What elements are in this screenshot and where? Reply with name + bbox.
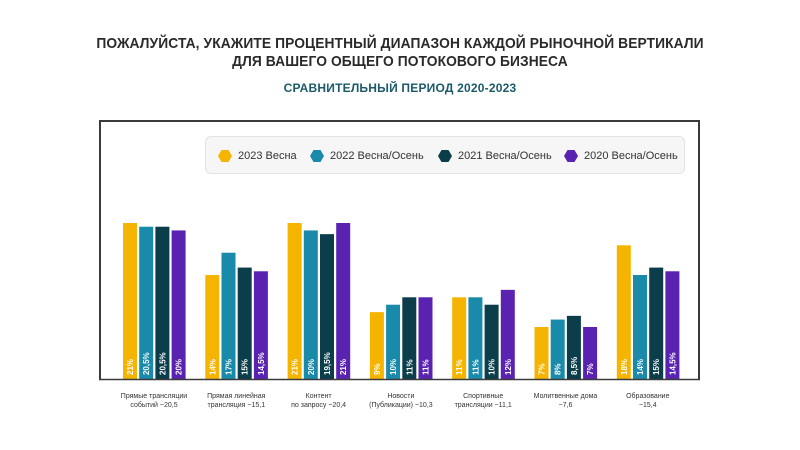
bar-label-5-3: 7%: [586, 363, 595, 375]
legend-swatch-2022: [310, 150, 324, 162]
bar-label-0-1: 20,5%: [142, 352, 151, 375]
bar-label-2-1: 20%: [307, 359, 316, 375]
bar-0-0: [123, 223, 137, 379]
bar-2-3: [336, 223, 351, 379]
legend-item-2022: 2022 Весна/Осень: [310, 137, 424, 175]
bar-label-4-1: 11%: [471, 359, 480, 375]
legend-swatch-2023: [218, 150, 232, 162]
bar-0-3: [171, 230, 186, 379]
chart-frame: [99, 120, 700, 379]
bar-4-3: [500, 289, 515, 379]
bar-2-1: [303, 230, 318, 379]
bar-label-1-1: 17%: [225, 359, 234, 375]
bar-label-1-3: 14,5%: [257, 352, 266, 375]
bar-3-2: [402, 297, 417, 379]
bar-4-2: [484, 304, 499, 379]
x-category-label-1: Прямая линейная трансляция ~15,1: [207, 393, 266, 409]
x-category-label-5: Молитвенные дома ~7,6: [533, 393, 598, 409]
bar-label-4-2: 10%: [488, 359, 497, 375]
bar-1-1: [221, 252, 236, 379]
legend-label-2022: 2022 Весна/Осень: [330, 150, 424, 162]
legend-item-2020: 2020 Весна/Осень: [564, 137, 678, 175]
bar-label-5-2: 8,5%: [570, 357, 579, 375]
bar-2-0: [287, 223, 302, 379]
bar-4-1: [468, 297, 483, 379]
bar-5-0: [534, 327, 549, 379]
bar-label-3-1: 10%: [389, 359, 398, 375]
bar-6-1: [633, 275, 647, 379]
bar-5-2: [566, 315, 581, 379]
legend-label-2020: 2020 Весна/Осень: [584, 150, 678, 162]
bar-label-2-3: 21%: [339, 359, 348, 375]
chart-subtitle: СРАВНИТЕЛЬНЫЙ ПЕРИОД 2020-2023: [283, 81, 517, 95]
bar-3-3: [418, 297, 433, 379]
bar-label-0-3: 20%: [175, 359, 184, 375]
bar-label-0-2: 20,5%: [158, 352, 167, 375]
x-category-label-0: Прямые трансляции событий ~20,5: [120, 393, 188, 409]
bar-label-4-3: 12%: [504, 359, 513, 375]
bar-label-1-0: 14%: [208, 359, 217, 375]
chart-title-line-1: ПОЖАЛУЙСТА, УКАЖИТЕ ПРОЦЕНТНЫЙ ДИАПАЗОН …: [96, 35, 704, 52]
x-category-label-6: Образование ~15,4: [626, 393, 670, 409]
legend-item-2023: 2023 Весна: [218, 137, 297, 175]
bar-6-3: [665, 271, 680, 379]
bar-0-1: [139, 226, 154, 379]
bar-label-0-0: 21%: [126, 359, 135, 375]
chart-title-line-2: ДЛЯ ВАШЕГО ОБЩЕГО ПОТОКОВОГО БИЗНЕСА: [232, 53, 568, 70]
x-category-label-4: Спортивные трансляции ~11,1: [454, 393, 512, 409]
bar-label-3-3: 11%: [422, 359, 431, 375]
bar-0-2: [155, 226, 170, 379]
legend-swatch-2021: [438, 150, 452, 162]
bar-5-1: [550, 319, 565, 379]
bar-label-2-0: 21%: [291, 359, 300, 375]
legend-label-2021: 2021 Весна/Осень: [458, 150, 552, 162]
bar-3-1: [386, 304, 401, 379]
bar-3-0: [369, 312, 384, 379]
bar-2-2: [320, 234, 334, 379]
bar-label-1-2: 15%: [241, 359, 250, 375]
bar-4-0: [452, 297, 467, 379]
x-category-label-2: Контент по запросу ~20,4: [291, 393, 347, 409]
bar-label-5-1: 8%: [554, 363, 563, 375]
legend-swatch-2020: [564, 150, 578, 162]
x-category-label-3: Новости (Публикации) ~10,3: [369, 393, 433, 409]
bar-label-3-0: 9%: [373, 363, 382, 375]
bar-5-3: [583, 327, 598, 379]
bar-6-0: [616, 245, 631, 379]
bar-1-0: [205, 275, 220, 379]
bar-1-3: [253, 271, 268, 379]
bar-label-5-0: 7%: [538, 363, 547, 375]
legend-item-2021: 2021 Весна/Осень: [438, 137, 552, 175]
bar-1-2: [237, 267, 252, 379]
bar-label-3-2: 11%: [405, 359, 414, 375]
bar-label-2-2: 19,5%: [323, 352, 332, 375]
bar-label-6-3: 14,5%: [668, 352, 677, 375]
chart-title: ПОЖАЛУЙСТА, УКАЖИТЕ ПРОЦЕНТНЫЙ ДИАПАЗОН …: [32, 35, 768, 71]
bar-label-6-1: 14%: [636, 359, 645, 375]
chart-legend: 2023 Весна 2022 Весна/Осень 2021 Весна/О…: [205, 136, 685, 174]
bar-label-4-0: 11%: [455, 359, 464, 375]
bar-label-6-2: 15%: [652, 359, 661, 375]
legend-label-2023: 2023 Весна: [238, 150, 297, 162]
bar-label-6-0: 18%: [620, 359, 629, 375]
bar-6-2: [649, 267, 664, 379]
